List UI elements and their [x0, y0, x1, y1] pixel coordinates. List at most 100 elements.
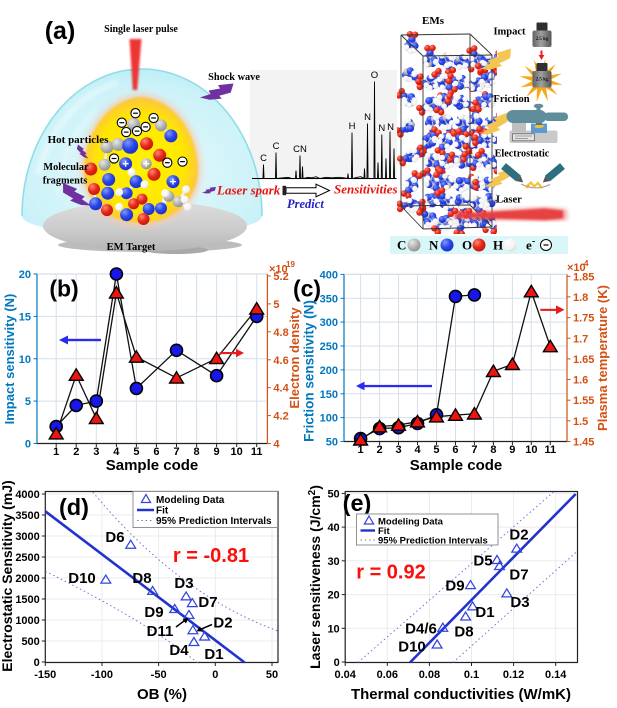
svg-text:6: 6 — [153, 446, 159, 458]
svg-text:0: 0 — [25, 439, 31, 451]
svg-text:400: 400 — [320, 269, 338, 281]
svg-text:3: 3 — [395, 444, 401, 456]
svg-text:0.1: 0.1 — [464, 669, 479, 681]
svg-text:D6: D6 — [105, 529, 124, 546]
svg-text:Fit: Fit — [378, 526, 390, 537]
svg-text:0.14: 0.14 — [545, 669, 567, 681]
svg-text:Electron density: Electron density — [287, 307, 302, 409]
svg-text:30: 30 — [327, 556, 339, 568]
svg-text:0: 0 — [334, 657, 340, 669]
svg-text:300: 300 — [320, 317, 338, 329]
svg-text:Electrostatic: Electrostatic — [495, 149, 550, 160]
svg-text:1: 1 — [53, 446, 59, 458]
svg-text:Sample code: Sample code — [106, 457, 199, 474]
svg-text:11: 11 — [544, 444, 556, 456]
svg-text:Impact sensitivity (N): Impact sensitivity (N) — [2, 294, 17, 425]
svg-text:19: 19 — [286, 260, 295, 269]
svg-text:10: 10 — [231, 446, 243, 458]
svg-text:2.5 kg: 2.5 kg — [536, 78, 549, 83]
svg-text:Sensitivities: Sensitivities — [334, 182, 398, 197]
svg-text:1.65: 1.65 — [573, 354, 594, 366]
svg-text:50: 50 — [266, 669, 278, 681]
svg-text:H: H — [493, 238, 503, 253]
svg-text:250: 250 — [320, 341, 338, 353]
svg-text:D11: D11 — [147, 623, 174, 640]
svg-text:D9: D9 — [144, 604, 163, 621]
svg-text:D5: D5 — [473, 553, 492, 570]
svg-text:(a): (a) — [45, 17, 76, 45]
svg-text:2: 2 — [73, 446, 79, 458]
svg-text:4.4: 4.4 — [273, 383, 289, 395]
svg-text:0.04: 0.04 — [334, 669, 356, 681]
svg-text:9: 9 — [214, 446, 220, 458]
svg-text:6: 6 — [452, 444, 458, 456]
svg-text:1.85: 1.85 — [573, 271, 594, 283]
svg-text:0: 0 — [212, 669, 218, 681]
svg-text:-100: -100 — [91, 669, 113, 681]
svg-text:(c): (c) — [293, 276, 321, 302]
svg-text:CN: CN — [293, 144, 307, 155]
svg-text:5: 5 — [25, 396, 31, 408]
svg-text:4.6: 4.6 — [273, 355, 288, 367]
svg-text:OB (%): OB (%) — [137, 686, 187, 703]
svg-text:D7: D7 — [509, 567, 528, 584]
svg-text:×10: ×10 — [567, 262, 586, 274]
svg-text:5: 5 — [433, 444, 439, 456]
svg-text:7: 7 — [173, 446, 179, 458]
svg-text:100: 100 — [320, 413, 338, 425]
svg-text:Modeling Data: Modeling Data — [378, 517, 444, 528]
svg-text:10: 10 — [19, 354, 31, 366]
svg-text:D1: D1 — [204, 646, 223, 663]
svg-text:10: 10 — [327, 623, 339, 635]
svg-text:4.8: 4.8 — [273, 327, 288, 339]
svg-text:Impact: Impact — [493, 27, 526, 38]
svg-text:Plasma temperature (K): Plasma temperature (K) — [595, 285, 610, 431]
svg-text:D10: D10 — [398, 639, 426, 656]
svg-text:15: 15 — [19, 311, 31, 323]
svg-text:8: 8 — [490, 444, 496, 456]
svg-text:3500: 3500 — [15, 510, 39, 522]
svg-text:95% Prediction Intervals: 95% Prediction Intervals — [378, 536, 488, 547]
svg-text:D2: D2 — [509, 527, 528, 544]
svg-text:5: 5 — [133, 446, 139, 458]
svg-text:0: 0 — [34, 657, 40, 669]
svg-text:(b): (b) — [49, 276, 78, 302]
svg-text:0.12: 0.12 — [503, 669, 524, 681]
svg-text:Modeling Data: Modeling Data — [156, 495, 225, 506]
svg-text:0.08: 0.08 — [419, 669, 440, 681]
svg-text:e: e — [526, 238, 532, 253]
svg-text:4: 4 — [113, 446, 120, 458]
svg-text:Friction sensitivity (N): Friction sensitivity (N) — [302, 300, 317, 442]
svg-text:Molecular: Molecular — [43, 162, 89, 173]
svg-text:D4: D4 — [169, 642, 189, 659]
svg-text:1000: 1000 — [15, 615, 39, 627]
svg-text:H: H — [349, 121, 356, 132]
svg-text:Predict: Predict — [287, 197, 324, 211]
svg-text:D7: D7 — [198, 594, 217, 611]
svg-text:fragments: fragments — [43, 176, 88, 187]
svg-text:N: N — [429, 238, 439, 253]
svg-text:10: 10 — [525, 444, 537, 456]
svg-text:Laser: Laser — [496, 195, 522, 206]
svg-text:(e): (e) — [343, 490, 372, 516]
svg-text:O: O — [462, 238, 472, 253]
svg-text:r = -0.81: r = -0.81 — [173, 545, 249, 567]
svg-text:11: 11 — [251, 446, 263, 458]
svg-text:4: 4 — [584, 259, 589, 268]
svg-text:D8: D8 — [132, 570, 151, 587]
svg-text:D4/6: D4/6 — [405, 621, 437, 638]
svg-text:Laser spark: Laser spark — [216, 183, 281, 198]
svg-text:2000: 2000 — [15, 573, 39, 585]
svg-text:Hot particles: Hot particles — [48, 134, 110, 146]
svg-text:1.45: 1.45 — [573, 437, 594, 449]
svg-text:9: 9 — [509, 444, 515, 456]
svg-text:50: 50 — [327, 488, 339, 500]
svg-text:-: - — [532, 236, 535, 247]
svg-text:3000: 3000 — [15, 531, 39, 543]
svg-text:2.5 kg: 2.5 kg — [536, 37, 549, 42]
svg-text:4.2: 4.2 — [273, 411, 288, 423]
svg-text:20: 20 — [19, 269, 31, 281]
svg-text:EM Target: EM Target — [107, 242, 156, 253]
svg-text:1.8: 1.8 — [573, 292, 588, 304]
svg-text:1.6: 1.6 — [573, 375, 588, 387]
